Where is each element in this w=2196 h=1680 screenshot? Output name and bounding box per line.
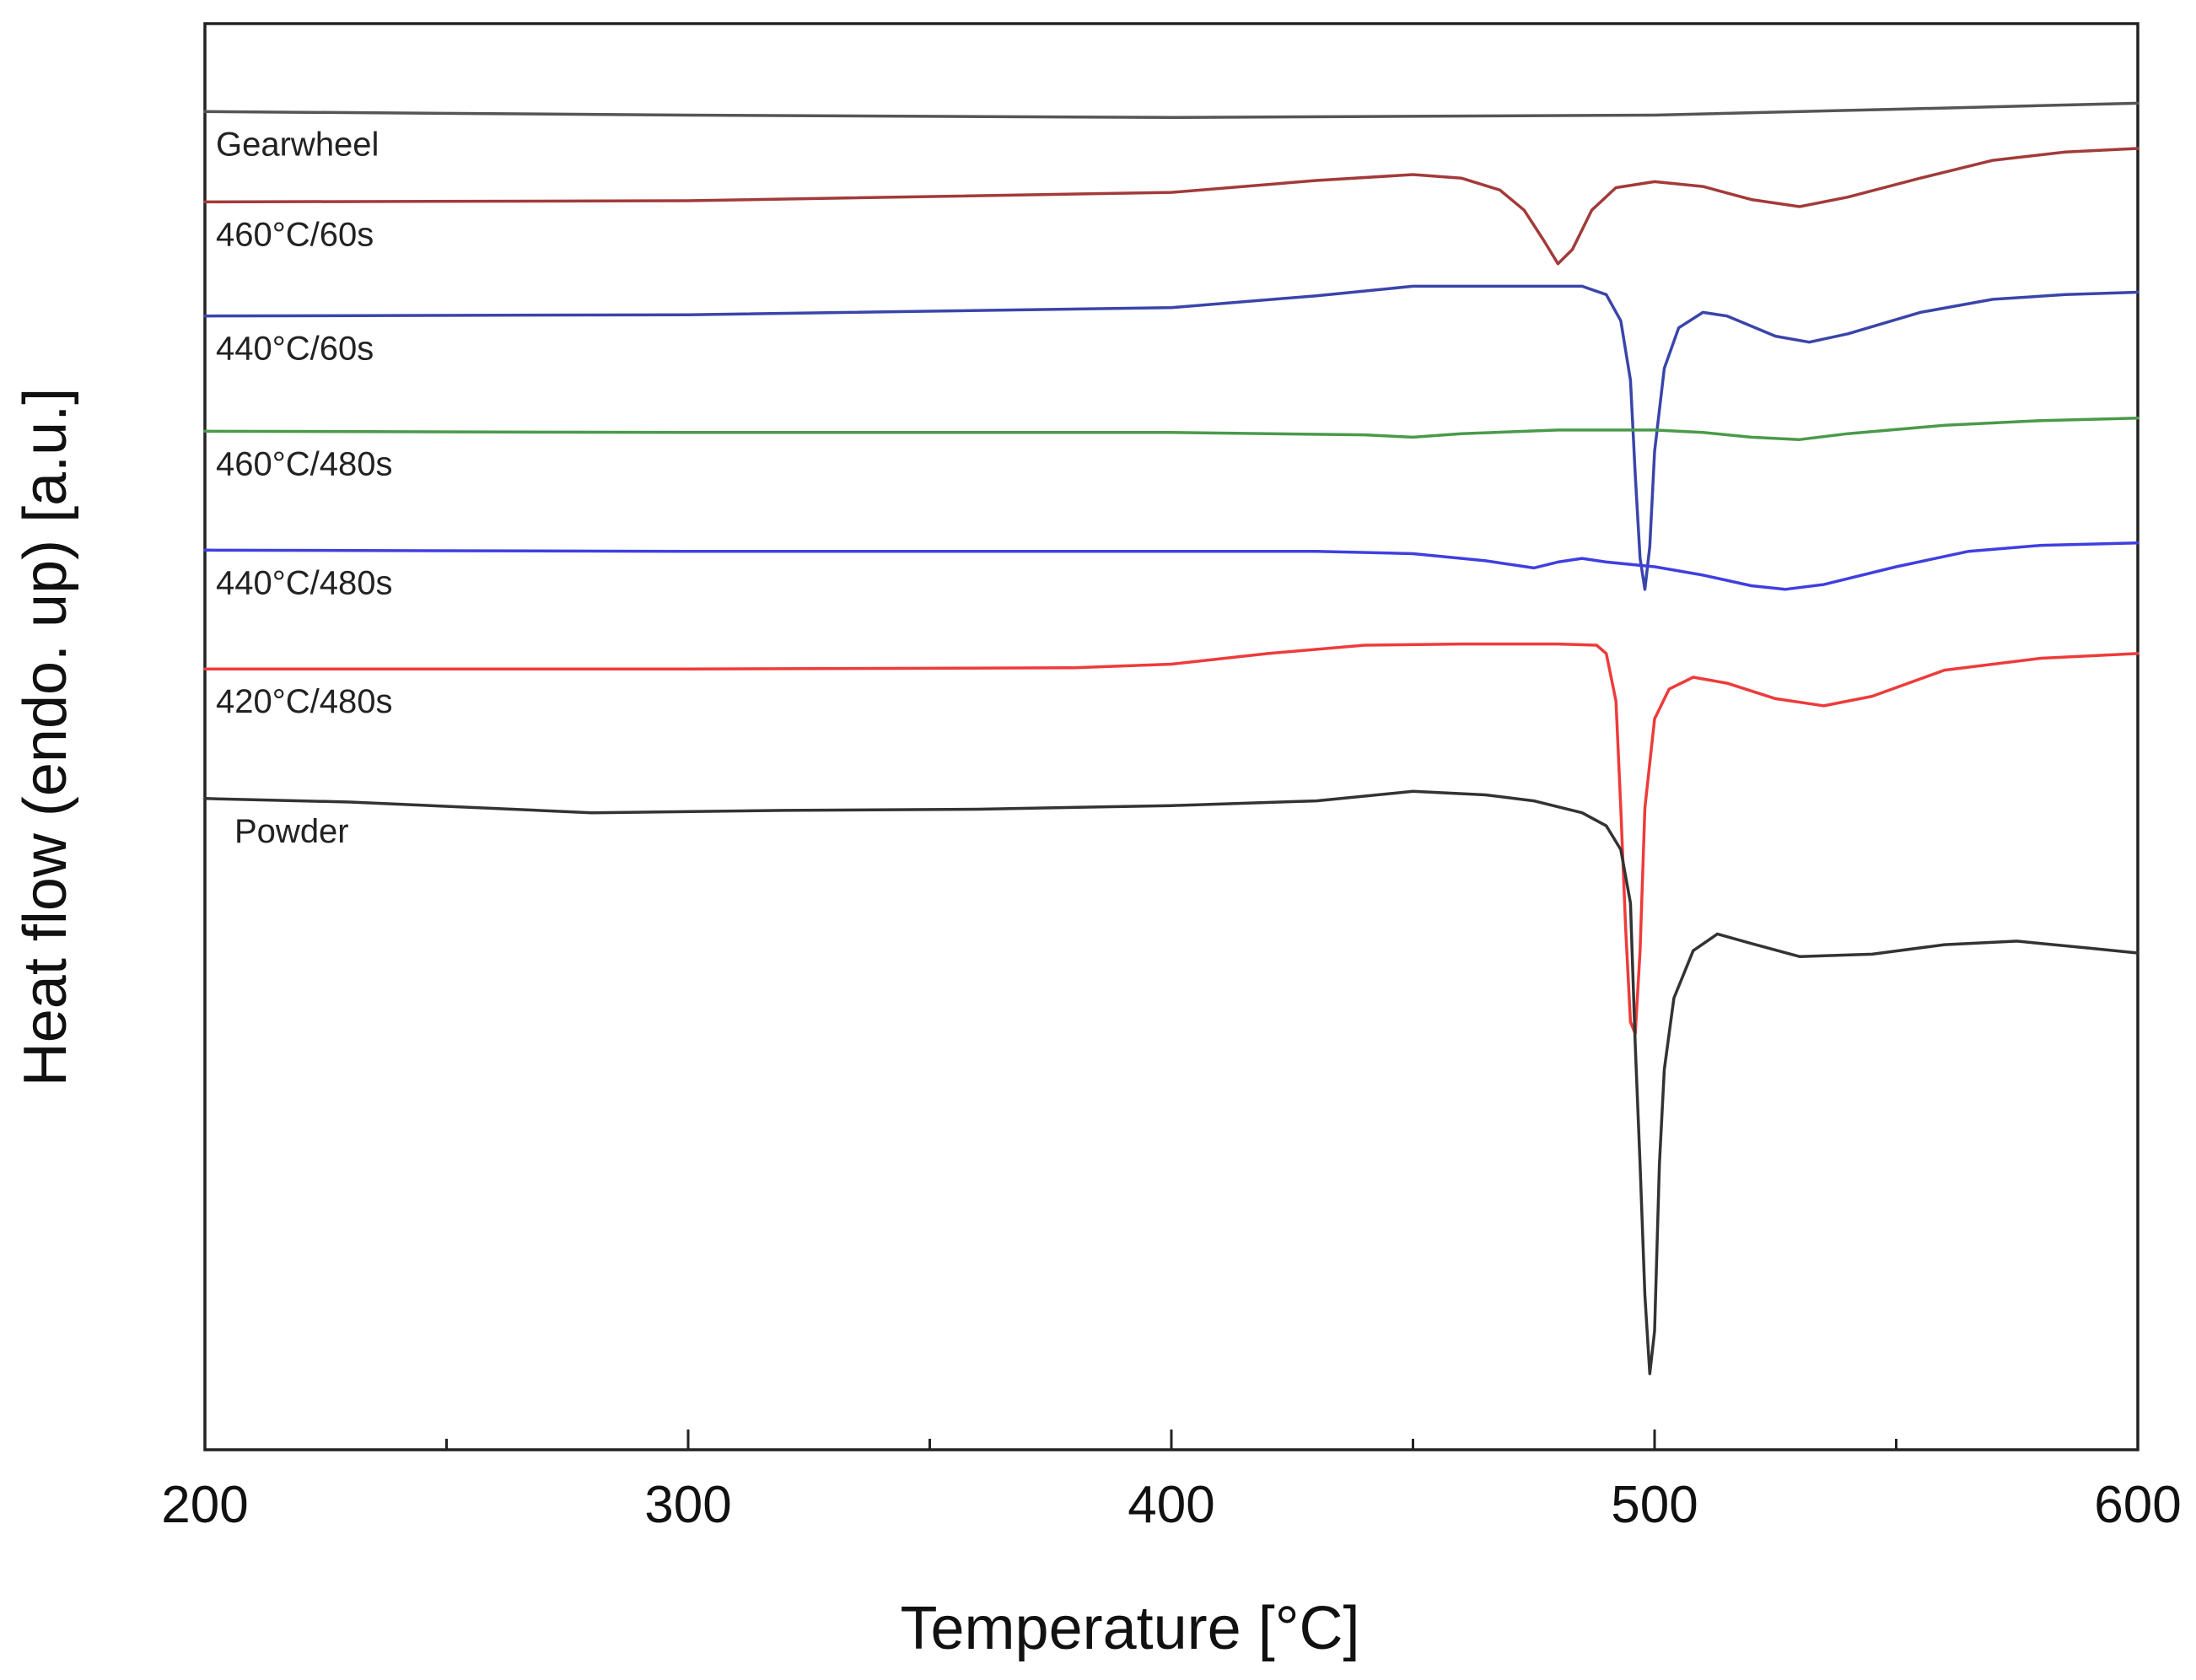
series-label-1: 460°C/60s xyxy=(216,216,374,253)
series-line-1 xyxy=(203,147,2139,266)
series-label-5: 420°C/480s xyxy=(216,683,392,720)
series-label-3: 460°C/480s xyxy=(216,445,392,482)
x-axis-tick-labels: 200 300 400 500 600 xyxy=(161,1476,2181,1534)
series-line-2 xyxy=(203,284,2139,591)
series-label-6: Powder xyxy=(234,813,349,850)
plot-frame xyxy=(203,22,2139,1451)
series-lines xyxy=(203,101,2139,1376)
x-tick-label: 400 xyxy=(1128,1476,1214,1534)
series-label-2: 440°C/60s xyxy=(216,331,374,368)
x-tick-label: 300 xyxy=(644,1476,731,1534)
series-line-5 xyxy=(203,642,2139,1036)
x-tick-label: 200 xyxy=(161,1476,248,1534)
series-line-0 xyxy=(203,101,2139,120)
series-line-6 xyxy=(203,789,2139,1376)
series-label-0: Gearwheel xyxy=(216,126,379,163)
series-line-4 xyxy=(203,541,2139,591)
x-tick-label: 600 xyxy=(2094,1476,2181,1534)
series-labels: Gearwheel 460°C/60s 440°C/60s 460°C/480s 440… xyxy=(216,126,392,849)
y-axis-title: Heat flow (endo. up) [a.u.] xyxy=(12,388,79,1086)
series-line-3 xyxy=(203,417,2139,441)
x-axis-ticks xyxy=(203,1430,2139,1450)
series-label-4: 440°C/480s xyxy=(216,564,392,601)
x-axis-title: Temperature [°C] xyxy=(901,1595,1360,1662)
x-tick-label: 500 xyxy=(1611,1476,1698,1534)
